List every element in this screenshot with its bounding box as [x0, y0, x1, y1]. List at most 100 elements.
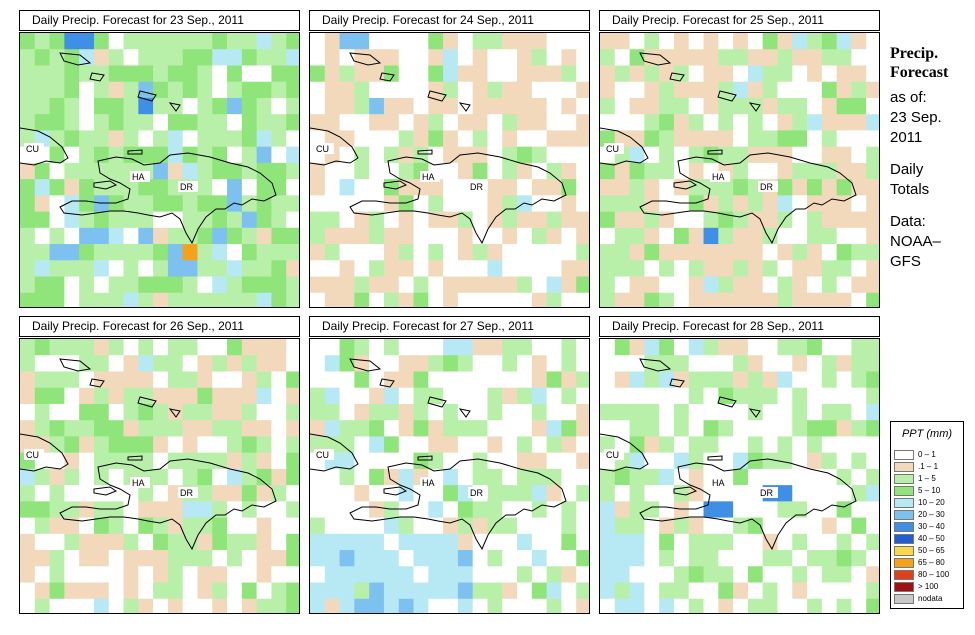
precip-cell — [79, 533, 95, 551]
precip-cell — [79, 582, 95, 600]
precip-cell — [644, 566, 660, 584]
precip-cell — [310, 195, 326, 213]
precip-cell — [286, 97, 299, 115]
precip-cell — [369, 533, 385, 551]
precip-cell — [644, 195, 660, 213]
precip-cell — [472, 130, 488, 148]
precip-cell — [851, 420, 867, 437]
precip-cell — [546, 65, 562, 83]
precip-cell — [777, 97, 793, 115]
precip-cell — [123, 65, 139, 83]
precip-cell — [644, 387, 660, 405]
precip-cell — [93, 403, 110, 421]
precip-cell — [108, 276, 125, 294]
precip-cell — [644, 276, 660, 294]
precip-cell — [153, 244, 169, 261]
precip-cell — [227, 260, 243, 278]
precip-cell — [256, 292, 272, 307]
forecast-panel: Daily Precip. Forecast for 23 Sep., 2011… — [19, 10, 300, 310]
precip-cell — [546, 33, 562, 50]
precip-cell — [79, 403, 95, 421]
precip-cell — [836, 436, 852, 454]
precip-cell — [108, 533, 125, 551]
precip-cell — [153, 211, 169, 229]
precip-cell — [836, 49, 852, 66]
precip-cell — [443, 292, 459, 307]
precip-cell — [167, 533, 184, 551]
precip-cell — [413, 130, 429, 148]
precip-cell — [472, 81, 488, 99]
precip-cell — [703, 566, 719, 584]
precip-cell — [383, 550, 400, 567]
precip-cell — [271, 582, 287, 600]
legend-label: 80 – 100 — [918, 570, 950, 579]
precip-cell — [271, 276, 287, 294]
precip-cell — [688, 211, 705, 229]
precip-cell — [241, 65, 258, 83]
coastline — [59, 52, 92, 66]
precip-cell — [718, 533, 734, 551]
precip-cell — [227, 65, 243, 83]
precip-cell — [34, 501, 51, 519]
precip-cell — [79, 81, 95, 99]
precip-cell — [227, 114, 243, 131]
precip-cell — [324, 550, 341, 567]
legend-swatch — [894, 570, 914, 580]
precip-cell — [153, 501, 169, 519]
precip-cell — [777, 179, 793, 196]
precip-cell — [747, 598, 764, 613]
precip-cell — [688, 65, 705, 83]
precip-cell — [310, 130, 326, 148]
precip-cell — [339, 533, 355, 551]
precip-cell — [153, 403, 169, 421]
precip-cell — [600, 403, 616, 421]
precip-cell — [339, 260, 355, 278]
precip-cell — [443, 162, 459, 180]
coastline — [93, 486, 118, 496]
precip-cell — [733, 517, 749, 535]
precip-cell — [703, 33, 719, 50]
precip-cell — [718, 436, 734, 454]
precip-cell — [197, 195, 213, 213]
precip-cell — [413, 355, 429, 372]
precip-cell — [241, 566, 258, 584]
precip-cell — [339, 598, 355, 613]
precip-cell — [197, 339, 213, 356]
precip-cell — [286, 292, 299, 307]
precip-cell — [123, 97, 139, 115]
precip-cell — [703, 211, 719, 229]
precip-cell — [777, 566, 793, 584]
precip-cell — [49, 387, 65, 405]
precip-cell — [108, 292, 125, 307]
legend-entry: 30 – 40 — [894, 522, 964, 533]
precip-cell — [310, 550, 326, 567]
precip-cell — [644, 485, 660, 502]
precip-cell — [718, 501, 734, 519]
precip-cell — [502, 387, 518, 405]
precip-cell — [383, 244, 400, 261]
precip-cell — [792, 227, 808, 245]
precip-cell — [324, 582, 341, 600]
precip-cell — [747, 260, 764, 278]
precip-cell — [457, 550, 474, 567]
precip-cell — [688, 292, 705, 307]
precip-cell — [576, 211, 589, 229]
precip-cell — [629, 517, 645, 535]
precip-cell — [428, 533, 444, 551]
precip-cell — [49, 420, 65, 437]
precip-cell — [487, 501, 503, 519]
precip-cell — [182, 33, 198, 50]
precip-cell — [472, 355, 488, 372]
precip-cell — [644, 582, 660, 600]
precip-cell — [369, 550, 385, 567]
precip-cell — [227, 582, 243, 600]
precip-cell — [310, 292, 326, 307]
precip-cell — [600, 420, 616, 437]
precip-cell — [108, 387, 125, 405]
precip-cell — [123, 260, 139, 278]
precip-cell — [212, 130, 228, 148]
precip-cell — [93, 114, 110, 131]
precip-cell — [703, 517, 719, 535]
precip-cell — [339, 420, 355, 437]
precip-cell — [614, 387, 631, 405]
